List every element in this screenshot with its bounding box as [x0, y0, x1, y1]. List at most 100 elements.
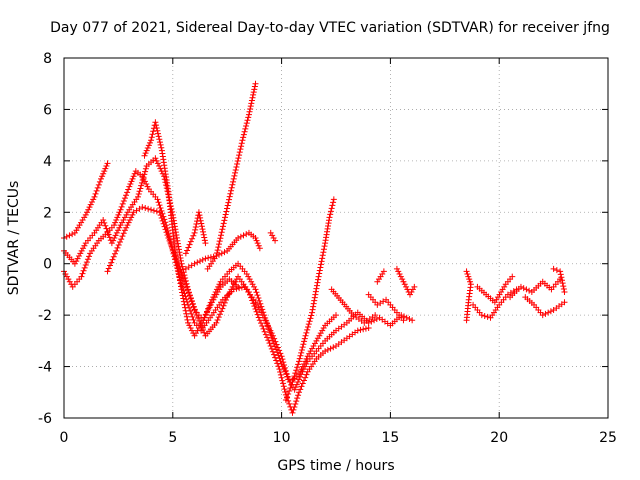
data-point [234, 161, 241, 168]
data-point [103, 225, 110, 232]
data-point [198, 319, 205, 326]
data-point [250, 300, 257, 307]
series-arc-13 [393, 265, 418, 298]
data-point [65, 276, 72, 283]
data-point [212, 289, 219, 295]
data-point [188, 310, 195, 317]
data-point [95, 181, 102, 188]
data-point [185, 244, 192, 251]
data-point [311, 297, 318, 304]
data-point [111, 250, 118, 257]
plot-frame [63, 57, 609, 419]
data-point [225, 291, 232, 298]
data-point [319, 327, 326, 334]
data-point [371, 317, 378, 324]
data-point [283, 371, 290, 378]
data-point [104, 160, 111, 167]
data-point [88, 199, 95, 205]
data-point [235, 283, 242, 290]
data-point [193, 221, 200, 228]
data-point [74, 255, 81, 262]
data-point [222, 211, 229, 218]
data-point [374, 278, 381, 285]
data-point [183, 313, 190, 320]
data-point [199, 326, 206, 333]
data-point [409, 286, 416, 293]
data-point [188, 298, 195, 305]
data-point [186, 322, 193, 329]
data-point [186, 241, 193, 248]
data-point [228, 187, 235, 194]
data-point [295, 361, 302, 368]
data-point [173, 231, 180, 238]
y-tick-label: 8 [43, 51, 52, 67]
data-point [310, 343, 317, 349]
data-point [403, 283, 410, 290]
data-point [117, 206, 124, 213]
data-point [267, 332, 274, 339]
data-point [109, 256, 116, 263]
data-point [561, 299, 568, 306]
data-point [248, 278, 255, 285]
data-point [224, 205, 231, 212]
data-point [276, 355, 283, 362]
data-point [255, 314, 262, 321]
data-point [250, 89, 257, 96]
data-point [252, 235, 259, 241]
data-point [90, 196, 97, 203]
data-point [273, 357, 280, 364]
data-point [509, 273, 516, 280]
data-point [105, 231, 112, 238]
data-point [262, 315, 269, 321]
data-point [547, 308, 554, 315]
data-point [150, 128, 157, 135]
data-point [254, 240, 261, 247]
data-point [302, 358, 309, 365]
chart-title: Day 077 of 2021, Sidereal Day-to-day VTE… [50, 20, 610, 36]
data-point [123, 192, 130, 199]
data-point [179, 289, 186, 296]
data-point [138, 182, 145, 189]
data-point [278, 374, 285, 381]
data-point [304, 326, 311, 333]
data-point [201, 237, 208, 244]
data-point [127, 181, 134, 187]
data-point [216, 238, 223, 245]
data-point [200, 317, 207, 324]
data-point [221, 249, 228, 256]
data-point [164, 232, 171, 239]
data-point [243, 120, 250, 127]
data-point [121, 195, 128, 202]
data-point [293, 381, 300, 388]
data-point [305, 321, 312, 328]
data-point [270, 340, 277, 347]
data-point [297, 386, 304, 393]
data-point [245, 114, 252, 121]
data-point [77, 250, 84, 257]
data-point [275, 352, 282, 359]
data-point [279, 377, 286, 384]
data-point [196, 212, 203, 219]
data-point [215, 241, 222, 248]
data-point [239, 137, 246, 144]
series-arc-2 [61, 168, 416, 393]
data-point [303, 329, 310, 336]
data-point [463, 268, 470, 275]
data-point [526, 287, 533, 294]
data-point [291, 373, 298, 380]
data-point [558, 277, 565, 284]
data-point [372, 312, 379, 319]
data-point [142, 165, 149, 172]
data-point [298, 383, 305, 390]
data-point [175, 243, 182, 250]
data-point [156, 163, 163, 169]
data-point [306, 350, 313, 357]
series-arc-15 [463, 268, 474, 324]
series-arc-10 [282, 196, 337, 403]
data-point [190, 232, 197, 239]
data-point [234, 158, 241, 165]
data-point [282, 368, 289, 375]
data-point [131, 170, 138, 177]
x-tick-label: 10 [273, 430, 291, 446]
